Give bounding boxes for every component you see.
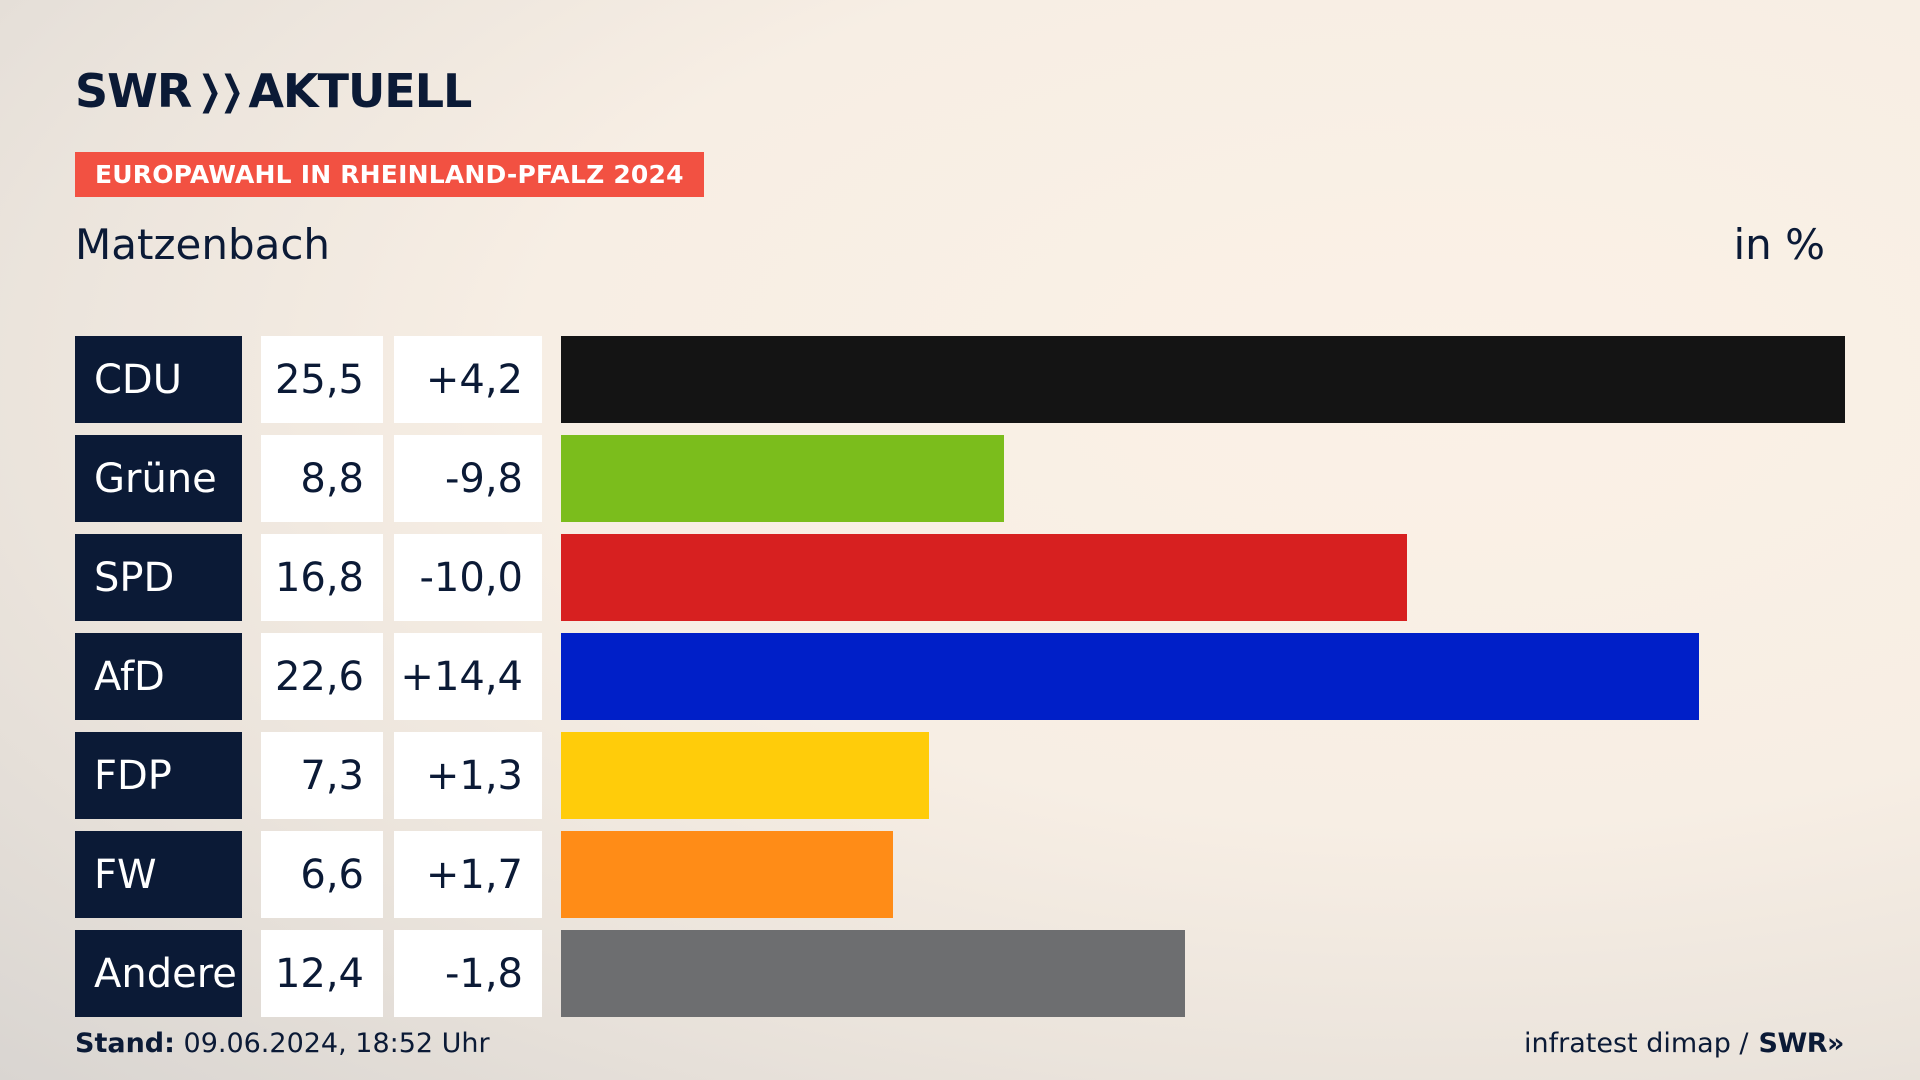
stand-label: Stand: [75, 1028, 175, 1059]
result-row: AfD 22,6 +14,4 [75, 633, 1845, 720]
party-label: FW [75, 831, 242, 918]
result-bar [561, 633, 1699, 720]
unit-label: in % [1733, 220, 1825, 269]
bar-track [561, 435, 1845, 522]
result-bar [561, 930, 1185, 1017]
result-row: FW 6,6 +1,7 [75, 831, 1845, 918]
result-bar [561, 732, 929, 819]
result-row: SPD 16,8 -10,0 [75, 534, 1845, 621]
result-bar [561, 831, 893, 918]
bar-track [561, 633, 1845, 720]
change-label: -10,0 [394, 534, 542, 621]
change-label: +1,7 [394, 831, 542, 918]
bar-track [561, 831, 1845, 918]
source-swr-logo: SWR» [1758, 1028, 1845, 1059]
vote-share-label: 16,8 [261, 534, 383, 621]
result-row: Grüne 8,8 -9,8 [75, 435, 1845, 522]
vote-share-label: 6,6 [261, 831, 383, 918]
place-title: Matzenbach [75, 220, 331, 269]
change-label: -9,8 [394, 435, 542, 522]
party-label: FDP [75, 732, 242, 819]
logo-aktuell-text: AKTUELL [248, 64, 472, 118]
result-bar [561, 336, 1845, 423]
result-bar [561, 534, 1407, 621]
logo-chevrons-icon: ❯ ❯ [198, 68, 244, 114]
vote-share-label: 7,3 [261, 732, 383, 819]
party-label: Andere [75, 930, 242, 1017]
timestamp: Stand: 09.06.2024, 18:52 Uhr [75, 1028, 490, 1059]
party-label: CDU [75, 336, 242, 423]
bar-track [561, 732, 1845, 819]
party-label: SPD [75, 534, 242, 621]
election-badge: EUROPAWAHL IN RHEINLAND-PFALZ 2024 [75, 152, 704, 197]
stand-value: 09.06.2024, 18:52 Uhr [183, 1028, 490, 1059]
source-text: infratest dimap / [1524, 1028, 1749, 1059]
change-label: +14,4 [394, 633, 542, 720]
bar-track [561, 336, 1845, 423]
change-label: -1,8 [394, 930, 542, 1017]
party-label: Grüne [75, 435, 242, 522]
result-row: CDU 25,5 +4,2 [75, 336, 1845, 423]
vote-share-label: 25,5 [261, 336, 383, 423]
result-row: Andere 12,4 -1,8 [75, 930, 1845, 1017]
bar-track [561, 534, 1845, 621]
result-row: FDP 7,3 +1,3 [75, 732, 1845, 819]
swr-aktuell-logo: SWR ❯ ❯ AKTUELL [75, 64, 472, 118]
vote-share-label: 12,4 [261, 930, 383, 1017]
result-bar [561, 435, 1004, 522]
party-label: AfD [75, 633, 242, 720]
vote-share-label: 8,8 [261, 435, 383, 522]
change-label: +4,2 [394, 336, 542, 423]
source-credit: infratest dimap / SWR» [1524, 1028, 1844, 1059]
vote-share-label: 22,6 [261, 633, 383, 720]
bar-track [561, 930, 1845, 1017]
logo-swr-text: SWR [75, 64, 192, 118]
change-label: +1,3 [394, 732, 542, 819]
